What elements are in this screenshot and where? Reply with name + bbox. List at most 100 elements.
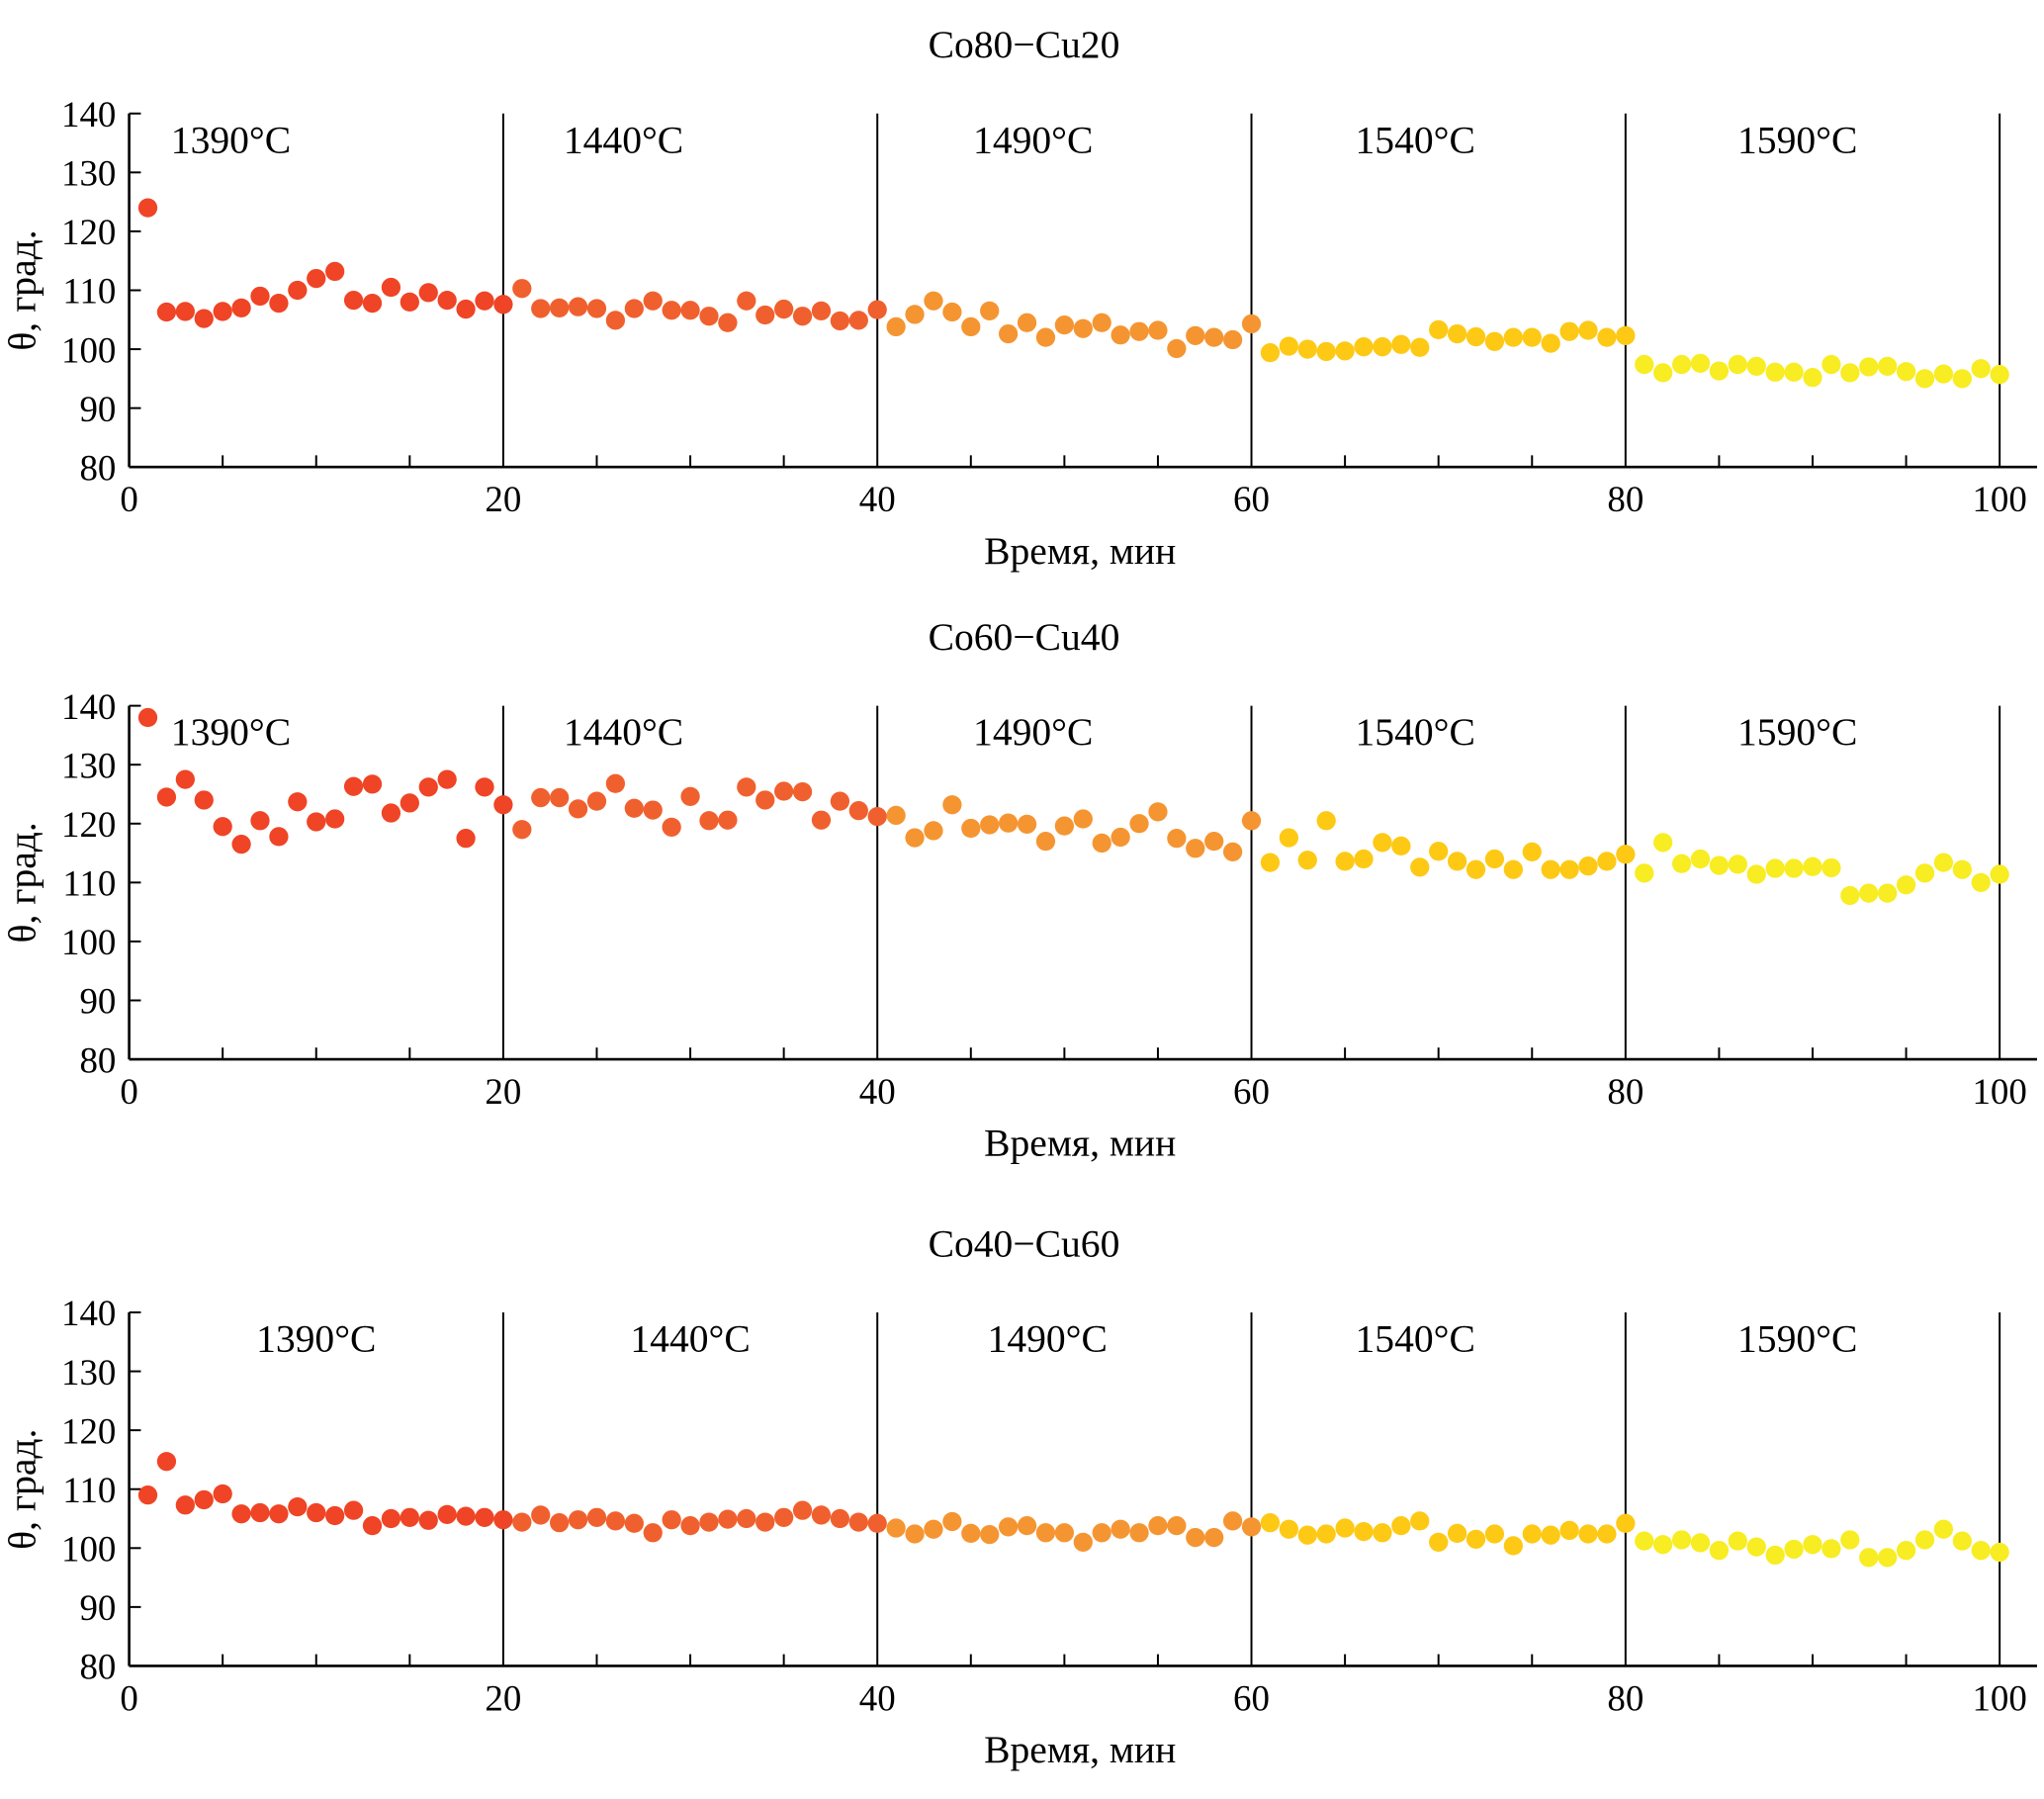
data-point	[1990, 864, 2009, 884]
data-point	[1429, 842, 1449, 861]
data-point	[1391, 836, 1411, 856]
data-point	[1297, 1525, 1317, 1545]
data-point	[1840, 885, 1860, 906]
temperature-label: 1540°C	[1356, 118, 1475, 161]
y-tick-label: 110	[62, 863, 116, 904]
data-point	[1297, 339, 1317, 359]
data-point	[1728, 855, 1747, 874]
data-point	[1671, 354, 1692, 375]
data-point	[156, 787, 177, 807]
data-point	[699, 811, 719, 831]
data-point	[1914, 863, 1935, 883]
chart-panel-2: Co60−Cu40 0 20 40 60 80 100 80 90 100 110 120 130 140…	[1, 615, 2037, 1165]
data-point	[924, 1519, 943, 1539]
data-point	[755, 1512, 775, 1532]
data-point	[1204, 832, 1224, 852]
data-point	[848, 311, 868, 330]
data-point	[1635, 863, 1654, 883]
temperature-label: 1490°C	[973, 118, 1093, 161]
data-point	[1466, 1529, 1486, 1549]
temperature-label: 1490°C	[988, 1317, 1108, 1361]
data-point	[1878, 1548, 1898, 1568]
data-point	[1709, 1541, 1730, 1561]
data-point	[718, 1509, 738, 1529]
temperature-label: 1590°C	[1737, 710, 1857, 754]
data-point	[1522, 327, 1542, 347]
data-point	[437, 1504, 457, 1524]
data-point	[755, 790, 775, 810]
data-point	[774, 299, 794, 319]
data-point	[1447, 323, 1467, 344]
y-tick-label: 80	[79, 447, 116, 488]
y-tick-label: 140	[61, 1293, 116, 1333]
data-point	[1073, 318, 1093, 338]
data-point	[1222, 842, 1243, 862]
chart-panel-1: Co80−Cu20 0 20 40 60 80 100 80 90 100 110 120 130 140…	[1, 23, 2037, 573]
data-point	[1671, 1530, 1692, 1550]
data-point	[1466, 859, 1486, 879]
data-point	[156, 1452, 177, 1472]
data-point	[699, 1512, 719, 1532]
data-point	[737, 291, 756, 311]
data-point	[1597, 852, 1617, 871]
data-point	[269, 1504, 289, 1524]
data-point	[1335, 1518, 1355, 1538]
data-point	[1167, 829, 1187, 849]
data-point	[231, 1504, 251, 1524]
data-point	[1541, 333, 1560, 353]
data-point	[194, 790, 214, 810]
chart-panel-3: Co40−Cu60 0 20 40 60 80 100 80 90 100 110 120 130 140…	[1, 1221, 2037, 1771]
data-point	[886, 1518, 906, 1538]
data-point	[755, 305, 775, 325]
data-point	[400, 793, 419, 813]
data-point	[1373, 833, 1392, 853]
data-point	[1260, 1513, 1281, 1533]
data-point	[381, 803, 401, 823]
data-point	[586, 299, 607, 318]
data-point	[1260, 853, 1281, 872]
data-point	[1279, 828, 1298, 848]
data-point	[250, 811, 270, 831]
data-point	[456, 1506, 476, 1526]
data-point	[1952, 859, 1972, 879]
data-point	[1391, 1516, 1411, 1536]
data-point	[1671, 854, 1692, 873]
data-point	[1803, 856, 1822, 876]
data-point	[1279, 336, 1298, 356]
data-point	[1316, 811, 1336, 831]
data-point	[792, 307, 813, 326]
data-point	[586, 1507, 607, 1527]
data-point	[848, 1512, 868, 1532]
data-point	[550, 787, 570, 808]
data-point	[961, 818, 981, 839]
data-point	[400, 1507, 419, 1527]
data-point	[1597, 1524, 1617, 1544]
data-point	[1559, 321, 1579, 341]
data-point	[475, 777, 494, 797]
data-point	[475, 291, 494, 311]
data-point	[1784, 362, 1804, 382]
y-tick-label: 130	[61, 1352, 116, 1393]
chart-title: Co80−Cu20	[929, 23, 1120, 66]
x-tick-label: 80	[1607, 1677, 1644, 1718]
y-tick-label: 100	[61, 922, 116, 962]
data-point	[718, 810, 738, 830]
y-axis-label: θ, град.	[1, 229, 44, 350]
data-point	[550, 298, 570, 317]
data-point	[811, 810, 832, 830]
data-point	[1653, 363, 1673, 383]
data-point	[980, 301, 1000, 320]
data-point	[624, 798, 644, 818]
data-point	[1241, 314, 1262, 334]
data-point	[830, 1508, 850, 1529]
data-point	[1335, 341, 1355, 361]
data-point	[1503, 1536, 1523, 1556]
data-point	[1410, 337, 1430, 357]
temperature-label: 1390°C	[171, 118, 291, 161]
data-point	[1186, 325, 1205, 345]
data-point	[175, 769, 195, 789]
data-point	[1484, 1524, 1505, 1544]
data-point	[1746, 864, 1766, 884]
x-tick-label: 40	[859, 479, 896, 519]
x-tick-label: 80	[1607, 1071, 1644, 1112]
